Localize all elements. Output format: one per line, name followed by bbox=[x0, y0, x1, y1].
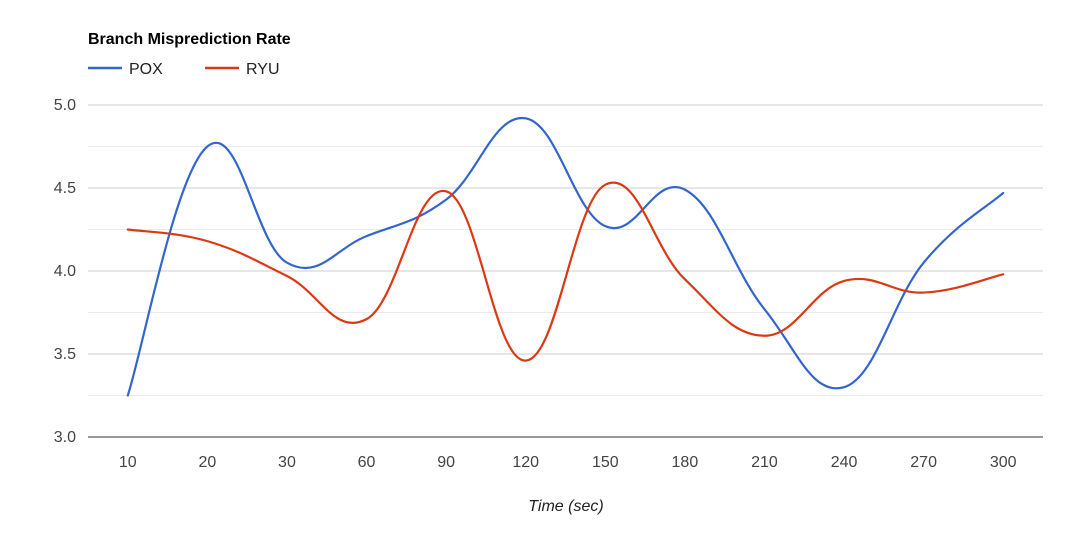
axes: 3.0 3.5 4.0 4.5 5.0 10 20 30 60 90 120 150 180 210 240… bbox=[54, 97, 1017, 471]
x-tick-label: 20 bbox=[198, 454, 216, 471]
x-tick-label: 270 bbox=[910, 454, 937, 471]
x-tick-label: 30 bbox=[278, 454, 296, 471]
y-tick-label: 4.5 bbox=[54, 180, 76, 197]
x-tick-label: 210 bbox=[751, 454, 778, 471]
grid bbox=[88, 104, 1043, 438]
legend-label-pox: POX bbox=[129, 61, 163, 78]
legend: POX RYU bbox=[88, 61, 280, 78]
x-axis-label: Time (sec) bbox=[528, 498, 603, 515]
x-tick-label: 10 bbox=[119, 454, 137, 471]
y-tick-label: 3.5 bbox=[54, 346, 76, 363]
chart-title: Branch Misprediction Rate bbox=[88, 31, 291, 48]
y-tick-label: 5.0 bbox=[54, 97, 76, 114]
x-tick-label: 120 bbox=[512, 454, 539, 471]
y-tick-label: 3.0 bbox=[54, 429, 76, 446]
series-line-pox bbox=[126, 117, 1005, 397]
x-tick-label: 300 bbox=[990, 454, 1017, 471]
x-tick-label: 240 bbox=[831, 454, 858, 471]
series-line-ryu bbox=[126, 181, 1005, 362]
x-tick-label: 60 bbox=[358, 454, 376, 471]
x-tick-label: 150 bbox=[592, 454, 619, 471]
series-lines bbox=[126, 117, 1005, 397]
x-tick-label: 90 bbox=[437, 454, 455, 471]
legend-label-ryu: RYU bbox=[246, 61, 280, 78]
y-tick-label: 4.0 bbox=[54, 263, 76, 280]
x-tick-label: 180 bbox=[672, 454, 699, 471]
